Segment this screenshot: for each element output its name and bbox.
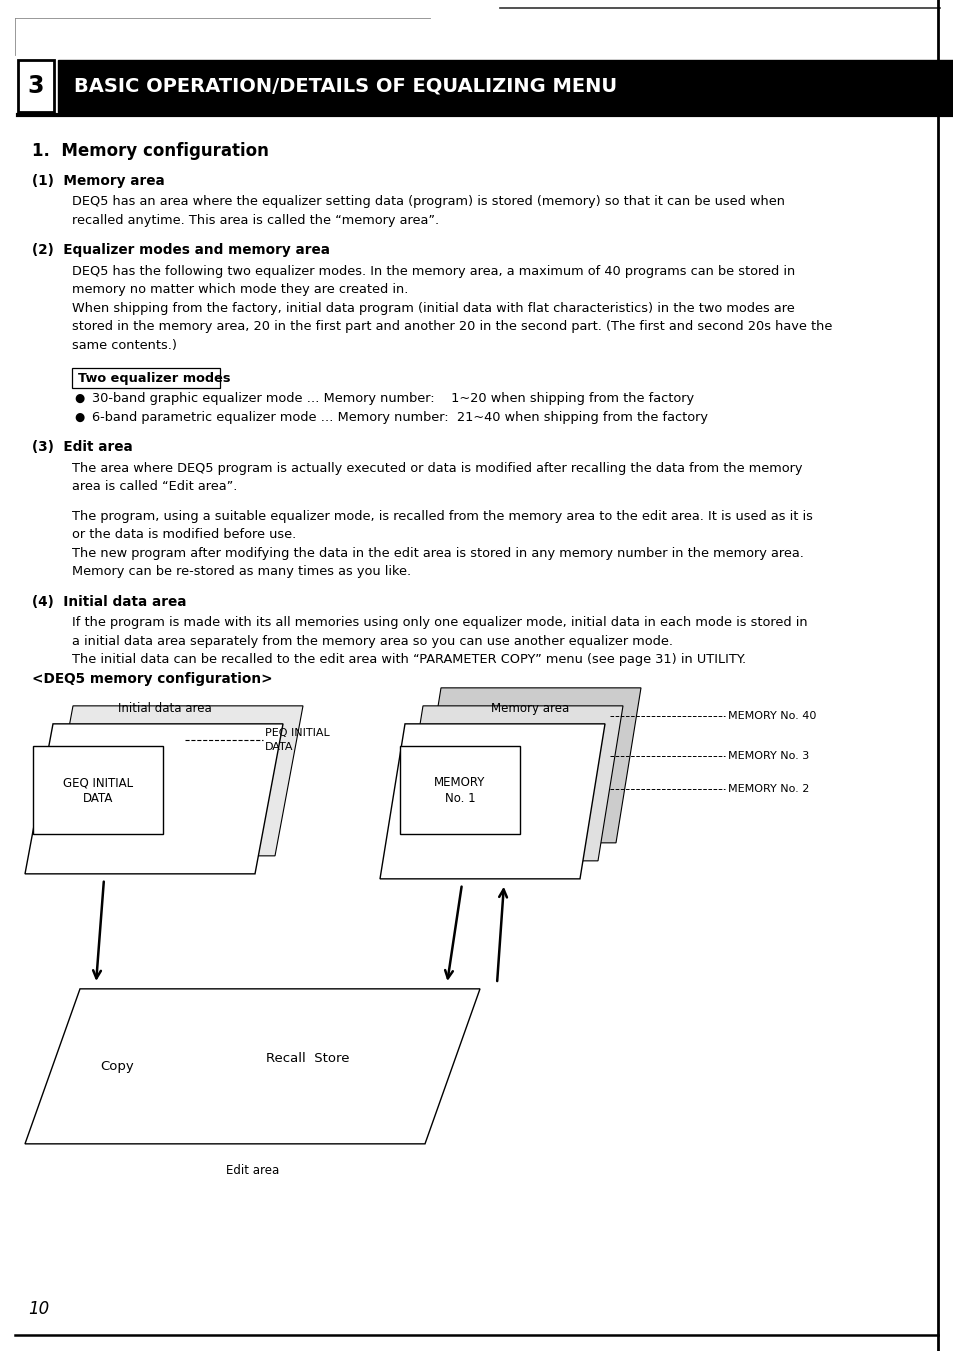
Bar xyxy=(53,728,183,816)
Text: ●: ● xyxy=(74,392,84,405)
Text: Initial data area: Initial data area xyxy=(118,703,212,715)
Text: recalled anytime. This area is called the “memory area”.: recalled anytime. This area is called th… xyxy=(71,213,438,227)
Text: 30-band graphic equalizer mode … Memory number:    1~20 when shipping from the f: 30-band graphic equalizer mode … Memory … xyxy=(91,392,694,405)
Bar xyxy=(18,59,54,112)
Text: Edit area: Edit area xyxy=(226,1163,279,1177)
Text: MEMORY No. 3: MEMORY No. 3 xyxy=(727,751,808,761)
Text: If the program is made with its all memories using only one equalizer mode, init: If the program is made with its all memo… xyxy=(71,616,807,630)
Text: MEMORY No. 40: MEMORY No. 40 xyxy=(727,711,816,721)
Text: The area where DEQ5 program is actually executed or data is modified after recal: The area where DEQ5 program is actually … xyxy=(71,462,801,474)
Polygon shape xyxy=(379,724,604,880)
Bar xyxy=(58,59,953,112)
Text: 6-band parametric equalizer mode … Memory number:  21~40 when shipping from the : 6-band parametric equalizer mode … Memor… xyxy=(91,411,707,424)
Text: DATA: DATA xyxy=(83,792,113,805)
Text: The initial data can be recalled to the edit area with “PARAMETER COPY” menu (se: The initial data can be recalled to the … xyxy=(71,653,745,666)
Text: memory no matter which mode they are created in.: memory no matter which mode they are cre… xyxy=(71,284,408,296)
Polygon shape xyxy=(397,705,622,861)
Text: stored in the memory area, 20 in the first part and another 20 in the second par: stored in the memory area, 20 in the fir… xyxy=(71,320,832,334)
Text: or the data is modified before use.: or the data is modified before use. xyxy=(71,528,296,542)
Polygon shape xyxy=(45,705,303,855)
Text: (3)  Edit area: (3) Edit area xyxy=(32,440,132,454)
Text: PEQ INITIAL: PEQ INITIAL xyxy=(265,728,330,738)
Text: 3: 3 xyxy=(28,74,44,99)
Text: BASIC OPERATION/DETAILS OF EQUALIZING MENU: BASIC OPERATION/DETAILS OF EQUALIZING ME… xyxy=(74,77,617,96)
Text: area is called “Edit area”.: area is called “Edit area”. xyxy=(71,480,237,493)
Text: Two equalizer modes: Two equalizer modes xyxy=(78,372,231,385)
Text: (1)  Memory area: (1) Memory area xyxy=(32,174,165,188)
Text: ●: ● xyxy=(74,411,84,424)
Text: MEMORY: MEMORY xyxy=(434,777,485,789)
Text: a initial data area separately from the memory area so you can use another equal: a initial data area separately from the … xyxy=(71,635,672,647)
Text: MEMORY No. 2: MEMORY No. 2 xyxy=(727,784,808,794)
Text: (4)  Initial data area: (4) Initial data area xyxy=(32,594,186,609)
Text: No. 1: No. 1 xyxy=(444,792,475,805)
Polygon shape xyxy=(25,724,283,874)
Text: The program, using a suitable equalizer mode, is recalled from the memory area t: The program, using a suitable equalizer … xyxy=(71,509,812,523)
Text: DEQ5 has an area where the equalizer setting data (program) is stored (memory) s: DEQ5 has an area where the equalizer set… xyxy=(71,196,784,208)
Text: 1.  Memory configuration: 1. Memory configuration xyxy=(32,142,269,159)
Polygon shape xyxy=(416,688,640,843)
Polygon shape xyxy=(25,989,479,1144)
Text: Copy: Copy xyxy=(100,1059,134,1073)
Text: The new program after modifying the data in the edit area is stored in any memor: The new program after modifying the data… xyxy=(71,547,803,559)
Text: <DEQ5 memory configuration>: <DEQ5 memory configuration> xyxy=(32,671,273,686)
Text: Recall  Store: Recall Store xyxy=(266,1052,349,1065)
Text: Memory can be re-stored as many times as you like.: Memory can be re-stored as many times as… xyxy=(71,565,411,578)
Bar xyxy=(399,746,519,834)
Bar xyxy=(33,746,163,834)
Text: DATA: DATA xyxy=(265,742,294,753)
Text: Memory area: Memory area xyxy=(491,703,569,715)
Text: DEQ5 has the following two equalizer modes. In the memory area, a maximum of 40 : DEQ5 has the following two equalizer mod… xyxy=(71,265,795,278)
Bar xyxy=(71,369,220,388)
Text: same contents.): same contents.) xyxy=(71,339,177,351)
Text: (2)  Equalizer modes and memory area: (2) Equalizer modes and memory area xyxy=(32,243,330,258)
Text: GEQ INITIAL: GEQ INITIAL xyxy=(63,777,132,789)
Text: When shipping from the factory, initial data program (initial data with flat cha: When shipping from the factory, initial … xyxy=(71,301,794,315)
Text: 10: 10 xyxy=(28,1300,50,1319)
